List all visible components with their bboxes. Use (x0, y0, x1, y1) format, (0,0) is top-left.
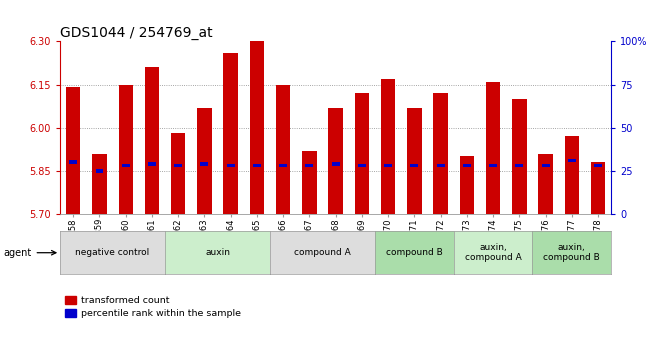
Bar (358, 164, 366, 167)
Text: compound A: compound A (294, 248, 351, 257)
Text: auxin,
compound B: auxin, compound B (544, 243, 601, 263)
Bar (200, 162, 208, 166)
Bar (594, 164, 602, 167)
Text: GDS1044 / 254769_at: GDS1044 / 254769_at (60, 26, 212, 40)
Bar (302, 151, 317, 214)
Bar (329, 108, 343, 214)
Bar (542, 164, 550, 167)
Bar (437, 164, 445, 167)
Bar (224, 53, 238, 214)
Bar (538, 154, 553, 214)
Bar (516, 164, 523, 167)
Bar (381, 79, 395, 214)
Bar (332, 162, 339, 166)
Bar (384, 164, 392, 167)
Bar (276, 85, 291, 214)
Bar (174, 164, 182, 167)
Bar (122, 164, 130, 167)
Bar (66, 87, 80, 214)
Text: auxin: auxin (205, 248, 230, 257)
Text: negative control: negative control (75, 248, 150, 257)
Bar (407, 108, 422, 214)
Bar (279, 164, 287, 167)
Text: compound B: compound B (386, 248, 443, 257)
Bar (226, 164, 234, 167)
Bar (96, 169, 104, 172)
Bar (145, 67, 159, 214)
Bar (463, 164, 471, 167)
Bar (568, 159, 576, 162)
Bar (489, 164, 497, 167)
Bar (305, 164, 313, 167)
Bar (410, 164, 418, 167)
Bar (355, 93, 369, 214)
Bar (253, 164, 261, 167)
Bar (564, 136, 579, 214)
Bar (171, 134, 186, 214)
Bar (460, 156, 474, 214)
Bar (486, 82, 500, 214)
Bar (148, 162, 156, 166)
Bar (92, 154, 107, 214)
Bar (434, 93, 448, 214)
Legend: transformed count, percentile rank within the sample: transformed count, percentile rank withi… (65, 296, 241, 318)
Bar (197, 108, 212, 214)
Bar (69, 160, 77, 164)
Bar (118, 85, 133, 214)
Text: agent: agent (3, 248, 56, 258)
Text: auxin,
compound A: auxin, compound A (465, 243, 522, 263)
Bar (250, 41, 264, 214)
Bar (512, 99, 526, 214)
Bar (591, 162, 605, 214)
